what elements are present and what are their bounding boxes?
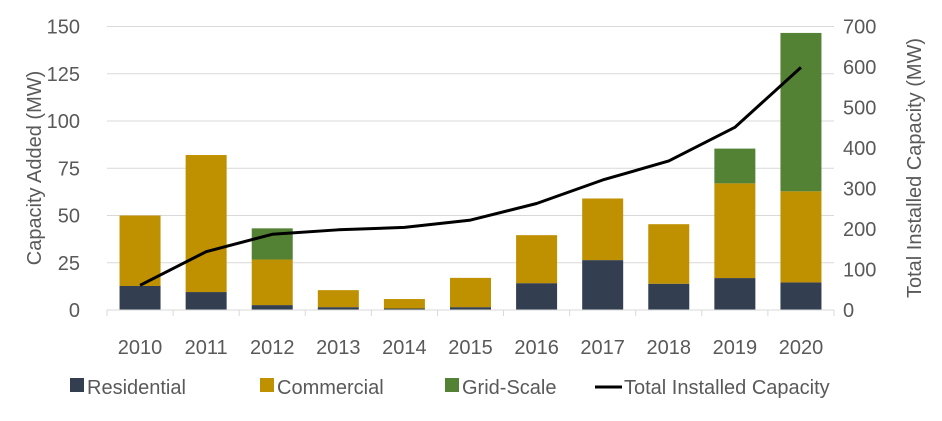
y2-axis-label: Total Installed Capacity (MW) <box>904 38 926 298</box>
y2-tick-label: 200 <box>843 219 876 241</box>
bar-residential <box>119 285 161 310</box>
x-tick-label: 2014 <box>382 337 427 359</box>
line-total-installed-capacity <box>139 66 802 287</box>
legend-swatch <box>70 378 84 392</box>
legend-label: Residential <box>87 377 186 399</box>
bar-residential <box>383 308 425 310</box>
legend: Residential Commercial Grid-Scale Total Ins… <box>70 377 830 399</box>
x-tick-label: 2018 <box>647 337 692 359</box>
x-tick-label: 2016 <box>514 337 559 359</box>
bar-grid-scale <box>714 148 756 184</box>
bar-residential <box>516 283 558 310</box>
y-tick-label: 150 <box>47 17 80 39</box>
bar-commercial <box>185 155 227 293</box>
x-tick-label: 2019 <box>713 337 758 359</box>
y-tick-label: 50 <box>58 206 80 228</box>
y2-tick-label: 500 <box>843 98 876 120</box>
bar-commercial <box>383 299 425 309</box>
x-tick-label: 2020 <box>779 337 824 359</box>
x-tick-label: 2017 <box>580 337 625 359</box>
y2-tick-label: 100 <box>843 260 876 282</box>
bar-commercial <box>780 191 822 283</box>
legend-label: Commercial <box>277 377 384 399</box>
x-tick-label: 2015 <box>448 337 493 359</box>
bar-residential <box>450 307 491 310</box>
x-tick-label: 2012 <box>250 337 295 359</box>
axes: 0 25 50 75 100 125 150 0 100 200 300 400 500 600 700 20… <box>47 17 877 360</box>
gridlines <box>107 26 834 264</box>
legend-label: Total Installed Capacity <box>624 377 830 399</box>
y2-tick-label: 300 <box>843 179 876 201</box>
bar-grid-scale <box>780 32 822 192</box>
bar-residential <box>780 282 822 310</box>
y2-tick-label: 0 <box>843 300 854 322</box>
y2-tick-label: 600 <box>843 57 876 79</box>
x-tick-label: 2013 <box>316 337 361 359</box>
bar-residential <box>185 292 227 310</box>
bar-commercial <box>251 259 293 306</box>
bar-residential <box>317 307 359 310</box>
legend-label: Grid-Scale <box>462 377 556 399</box>
bar-residential <box>251 305 293 310</box>
bar-residential <box>714 278 756 310</box>
bar-commercial <box>317 290 359 308</box>
legend-swatch <box>260 378 274 392</box>
bar-commercial <box>714 183 756 279</box>
bar-commercial <box>450 277 491 308</box>
bar-residential <box>582 260 624 310</box>
y-tick-label: 100 <box>47 111 80 133</box>
x-tick-label: 2011 <box>185 337 228 359</box>
y-tick-label: 75 <box>58 158 80 180</box>
bar-commercial <box>119 215 161 286</box>
legend-swatch <box>445 378 459 392</box>
y-axis-label: Capacity Added (MW) <box>24 71 46 266</box>
y2-tick-label: 400 <box>843 138 876 160</box>
y2-tick-label: 700 <box>843 17 876 39</box>
y-tick-label: 25 <box>58 253 80 275</box>
bar-commercial <box>582 198 624 261</box>
bars <box>119 32 822 310</box>
total-line <box>139 66 802 287</box>
bar-commercial <box>516 235 558 284</box>
bar-commercial <box>648 224 690 284</box>
bar-residential <box>648 283 690 310</box>
x-tick-label: 2010 <box>118 337 163 359</box>
y-tick-label: 0 <box>69 300 80 322</box>
y-tick-label: 125 <box>47 64 80 86</box>
